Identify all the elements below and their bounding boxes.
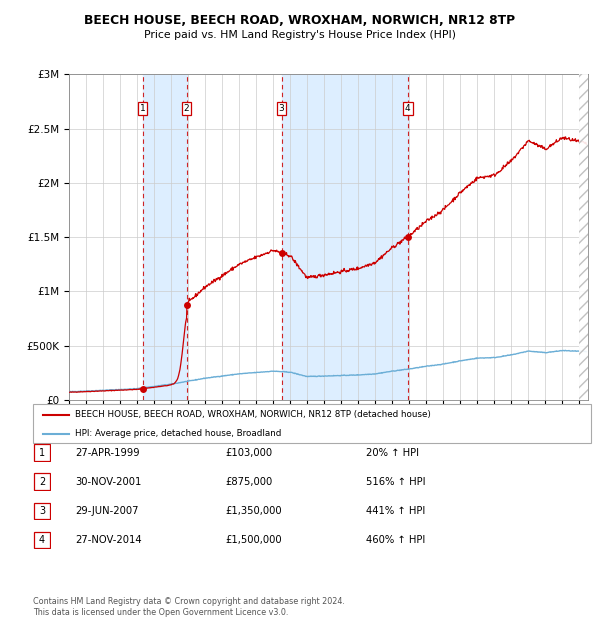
Bar <box>143 74 187 400</box>
Text: 460% ↑ HPI: 460% ↑ HPI <box>366 535 425 545</box>
Text: BEECH HOUSE, BEECH ROAD, WROXHAM, NORWICH, NR12 8TP: BEECH HOUSE, BEECH ROAD, WROXHAM, NORWIC… <box>85 14 515 27</box>
Text: £1,500,000: £1,500,000 <box>225 535 281 545</box>
Text: 441% ↑ HPI: 441% ↑ HPI <box>366 506 425 516</box>
Text: 1: 1 <box>39 448 45 458</box>
Text: 4: 4 <box>39 535 45 545</box>
FancyBboxPatch shape <box>34 474 50 490</box>
Text: £1,350,000: £1,350,000 <box>225 506 281 516</box>
Text: 29-JUN-2007: 29-JUN-2007 <box>75 506 139 516</box>
FancyBboxPatch shape <box>33 404 591 443</box>
Text: BEECH HOUSE, BEECH ROAD, WROXHAM, NORWICH, NR12 8TP (detached house): BEECH HOUSE, BEECH ROAD, WROXHAM, NORWIC… <box>75 410 431 419</box>
Text: 30-NOV-2001: 30-NOV-2001 <box>75 477 142 487</box>
Text: £103,000: £103,000 <box>225 448 272 458</box>
Text: 2: 2 <box>184 104 190 113</box>
FancyBboxPatch shape <box>34 444 50 461</box>
Text: HPI: Average price, detached house, Broadland: HPI: Average price, detached house, Broa… <box>75 429 281 438</box>
Text: 20% ↑ HPI: 20% ↑ HPI <box>366 448 419 458</box>
Text: 27-NOV-2014: 27-NOV-2014 <box>75 535 142 545</box>
Text: 4: 4 <box>405 104 410 113</box>
Text: Contains HM Land Registry data © Crown copyright and database right 2024.
This d: Contains HM Land Registry data © Crown c… <box>33 598 345 617</box>
Text: 2: 2 <box>39 477 45 487</box>
Bar <box>281 74 408 400</box>
Text: 3: 3 <box>39 506 45 516</box>
FancyBboxPatch shape <box>34 502 50 519</box>
Text: Price paid vs. HM Land Registry's House Price Index (HPI): Price paid vs. HM Land Registry's House … <box>144 30 456 40</box>
Text: 1: 1 <box>140 104 145 113</box>
Text: £875,000: £875,000 <box>225 477 272 487</box>
Text: 27-APR-1999: 27-APR-1999 <box>75 448 140 458</box>
Text: 516% ↑ HPI: 516% ↑ HPI <box>366 477 425 487</box>
FancyBboxPatch shape <box>34 531 50 548</box>
Text: 3: 3 <box>278 104 284 113</box>
